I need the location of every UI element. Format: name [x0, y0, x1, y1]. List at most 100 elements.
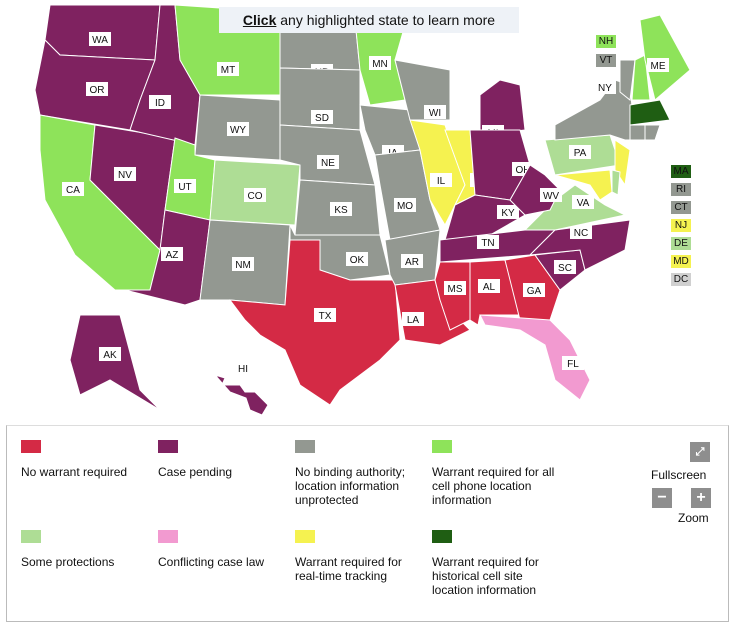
state-label-ok[interactable]: OK: [350, 255, 365, 266]
state-button-vt[interactable]: VT: [596, 54, 616, 67]
state-ma[interactable]: [629, 99, 671, 126]
state-label-hi[interactable]: HI: [238, 364, 248, 375]
banner-text: any highlighted state to learn more: [276, 12, 496, 28]
state-label-bg: [99, 347, 121, 361]
state-label-wi[interactable]: WI: [429, 108, 441, 119]
legend-label: Case pending: [158, 465, 233, 479]
state-label-me[interactable]: ME: [651, 61, 666, 72]
legend-label: Warrant required for real-time tracking: [295, 555, 402, 583]
state-label-sc[interactable]: SC: [558, 263, 572, 274]
state-me[interactable]: [639, 14, 691, 101]
state-button-ri[interactable]: RI: [671, 183, 691, 196]
state-label-nm[interactable]: NM: [235, 260, 251, 271]
state-tx[interactable]: [228, 239, 401, 406]
state-fl[interactable]: [479, 314, 591, 401]
state-label-wy[interactable]: WY: [230, 125, 246, 136]
legend-item: Conflicting case law: [158, 530, 288, 569]
state-label-mo[interactable]: MO: [397, 201, 413, 212]
state-ri[interactable]: [644, 124, 661, 141]
state-label-bg: [540, 188, 562, 202]
state-ak[interactable]: [69, 314, 161, 411]
legend-item: No binding authority; location informati…: [295, 440, 425, 507]
state-label-mt[interactable]: MT: [221, 65, 235, 76]
state-label-bg: [497, 205, 519, 219]
state-label-tn[interactable]: TN: [481, 238, 494, 249]
state-button-nj[interactable]: NJ: [671, 219, 691, 232]
state-label-bg: [217, 62, 239, 76]
legend-item: Case pending: [158, 440, 288, 479]
state-label-bg: [86, 82, 108, 96]
state-vt[interactable]: [619, 59, 636, 101]
state-de[interactable]: [611, 169, 621, 196]
state-label-ms[interactable]: MS: [448, 284, 463, 295]
state-button-ma[interactable]: MA: [671, 165, 691, 178]
fullscreen-icon[interactable]: ⤢: [690, 442, 710, 462]
state-label-wv[interactable]: WV: [543, 191, 559, 202]
state-button-md[interactable]: MD: [671, 255, 691, 268]
state-label-sd[interactable]: SD: [315, 113, 329, 124]
legend-label: Some protections: [21, 555, 115, 569]
state-label-ca[interactable]: CA: [66, 185, 80, 196]
state-label-oh[interactable]: OH: [516, 165, 531, 176]
state-label-id[interactable]: ID: [155, 98, 165, 109]
state-label-nc[interactable]: NC: [574, 228, 588, 239]
state-label-ak[interactable]: AK: [103, 350, 117, 361]
state-label-tx[interactable]: TX: [319, 311, 332, 322]
state-wv[interactable]: [509, 164, 561, 216]
zoom-in-button[interactable]: +: [691, 488, 711, 508]
state-label-la[interactable]: LA: [407, 315, 420, 326]
state-button-ct[interactable]: CT: [671, 201, 691, 214]
state-label-ne[interactable]: NE: [321, 158, 335, 169]
state-label-fl[interactable]: FL: [567, 359, 579, 370]
state-label-bg: [477, 235, 499, 249]
state-label-bg: [311, 110, 333, 124]
state-label-bg: [317, 155, 339, 169]
legend-swatch: [295, 440, 315, 453]
zoom-label: Zoom: [678, 511, 709, 525]
state-label-bg: [569, 145, 591, 159]
state-label-or[interactable]: OR: [90, 85, 105, 96]
legend: No warrant required Case pending No bindin…: [6, 425, 729, 622]
state-label-ky[interactable]: KY: [501, 208, 515, 219]
state-label-bg: [402, 312, 424, 326]
state-mi[interactable]: [479, 79, 526, 136]
state-label-ut[interactable]: UT: [178, 182, 191, 193]
state-label-ga[interactable]: GA: [527, 286, 542, 297]
state-label-bg: [330, 202, 352, 216]
state-button-dc[interactable]: DC: [671, 273, 691, 286]
state-label-wa[interactable]: WA: [92, 35, 108, 46]
state-nh[interactable]: [631, 54, 651, 101]
state-md[interactable]: [554, 169, 613, 201]
state-label-ny[interactable]: NY: [598, 83, 612, 94]
state-label-ar[interactable]: AR: [405, 257, 419, 268]
state-button-de[interactable]: DE: [671, 237, 691, 250]
legend-item: Warrant required for all cell phone loca…: [432, 440, 562, 507]
state-label-az[interactable]: AZ: [166, 250, 179, 261]
state-ct[interactable]: [629, 124, 646, 141]
state-label-va[interactable]: VA: [577, 198, 590, 209]
legend-label: Warrant required for all cell phone loca…: [432, 465, 555, 507]
state-label-co[interactable]: CO: [248, 191, 263, 202]
legend-item: Warrant required for real-time tracking: [295, 530, 425, 583]
state-label-bg: [232, 361, 254, 375]
legend-swatch: [295, 530, 315, 543]
state-label-bg: [478, 279, 500, 293]
legend-item: No warrant required: [21, 440, 151, 479]
legend-label: Conflicting case law: [158, 555, 265, 569]
state-button-nh[interactable]: NH: [596, 35, 616, 48]
state-label-mn[interactable]: MN: [372, 59, 388, 70]
state-label-al[interactable]: AL: [483, 282, 496, 293]
state-label-bg: [244, 188, 266, 202]
state-label-ks[interactable]: KS: [334, 205, 348, 216]
state-label-pa[interactable]: PA: [574, 148, 587, 159]
legend-label: No warrant required: [21, 465, 128, 479]
state-label-bg: [424, 105, 446, 119]
state-label-bg: [114, 167, 136, 181]
state-hi[interactable]: [213, 374, 269, 416]
state-label-bg: [369, 56, 391, 70]
state-label-nv[interactable]: NV: [118, 170, 132, 181]
zoom-out-button[interactable]: −: [652, 488, 672, 508]
legend-item: Warrant required for historical cell sit…: [432, 530, 562, 597]
state-label-il[interactable]: IL: [437, 176, 446, 187]
